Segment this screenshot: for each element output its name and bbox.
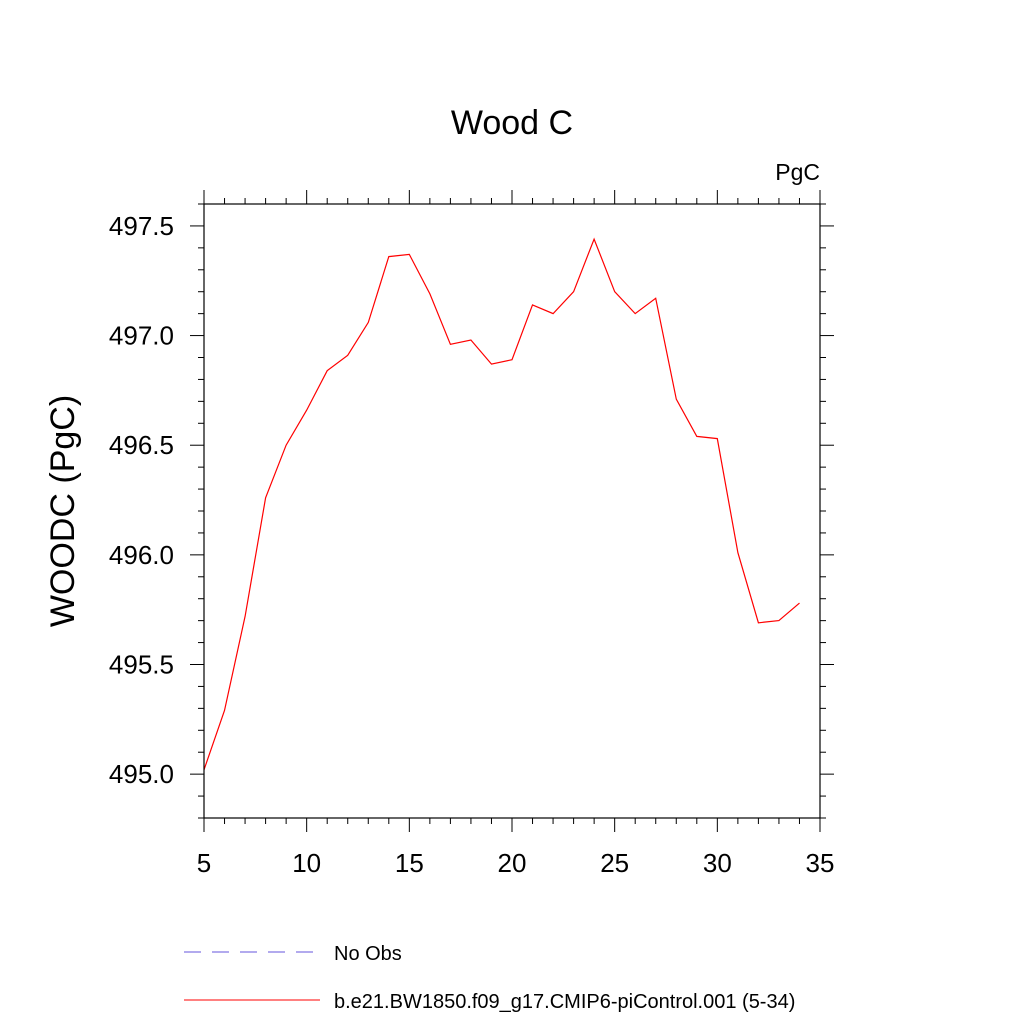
x-tick-label: 35	[806, 848, 835, 878]
x-tick-label: 15	[395, 848, 424, 878]
series-layer	[203, 237, 800, 770]
units-label: PgC	[775, 159, 820, 185]
legend: No Obs b.e21.BW1850.f09_g17.CMIP6-piContr…	[184, 943, 795, 1013]
x-tick-label: 10	[292, 848, 321, 878]
tick-marks	[190, 190, 834, 832]
tick-labels: 5 10 15 20 25 30 35 495.0 495.5 496.0 496.5 497.0 49…	[109, 211, 835, 878]
chart-title: Wood C	[451, 104, 573, 142]
x-tick-label: 20	[498, 848, 527, 878]
y-tick-label: 495.0	[109, 759, 174, 789]
plot-frame	[203, 203, 821, 819]
legend-label: b.e21.BW1850.f09_g17.CMIP6-piControl.001…	[334, 991, 795, 1013]
legend-label: No Obs	[334, 943, 402, 965]
y-tick-label: 497.5	[109, 211, 174, 241]
y-tick-label: 496.0	[109, 540, 174, 570]
x-tick-label: 5	[197, 848, 211, 878]
x-tick-label: 30	[703, 848, 732, 878]
series-line	[203, 237, 800, 770]
y-tick-label: 497.0	[109, 321, 174, 351]
y-axis-label: WOODC (PgC)	[44, 395, 82, 627]
y-tick-label: 495.5	[109, 650, 174, 680]
x-tick-label: 25	[600, 848, 629, 878]
y-tick-label: 496.5	[109, 430, 174, 460]
